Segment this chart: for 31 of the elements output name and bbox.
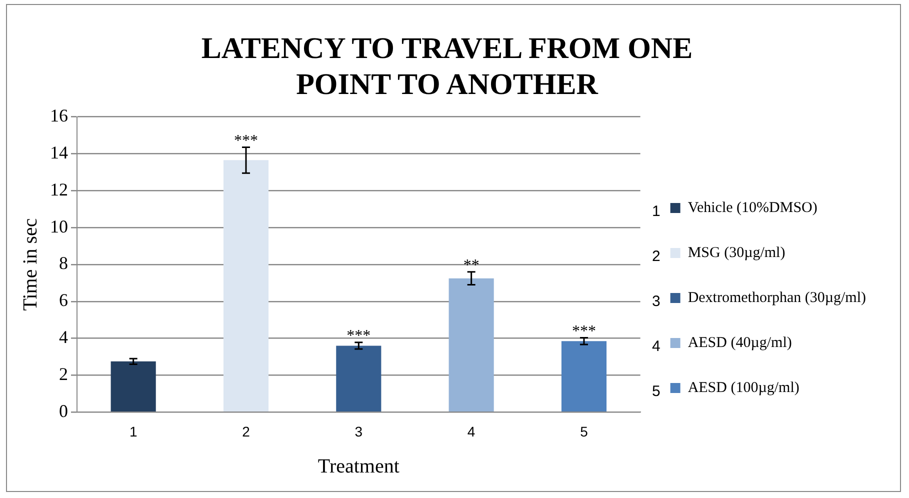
chart-title: LATENCY TO TRAVEL FROM ONE POINT TO ANOTHER <box>200 31 694 103</box>
legend-label: Vehicle (10%DMSO) <box>688 200 818 216</box>
x-tick-label: 4 <box>467 423 476 440</box>
y-tick-label: 4 <box>59 327 68 348</box>
y-tick-label: 8 <box>59 253 68 274</box>
x-tick-label: 1 <box>129 423 138 440</box>
x-tick-label: 2 <box>242 423 250 440</box>
text: 3 <box>652 293 660 310</box>
y-tick-label: 10 <box>50 216 68 236</box>
y-axis-title: Time in sec <box>19 218 42 311</box>
x-axis-title: Treatment <box>318 455 400 478</box>
annotation: ** <box>463 257 480 274</box>
text: 1 <box>652 203 660 220</box>
legend-label: AESD (40µg/ml) <box>688 334 792 351</box>
legend-label: Dextromethorphan (30µg/ml) <box>688 290 866 306</box>
y-tick-label: 14 <box>50 142 68 162</box>
text: 5 <box>652 383 660 400</box>
annotation: *** <box>346 328 371 345</box>
y-tick-label: 0 <box>59 400 68 421</box>
y-tick-label: 16 <box>50 106 68 126</box>
annotation: *** <box>234 132 258 150</box>
y-tick-label: 6 <box>59 290 68 310</box>
annotation: *** <box>572 323 596 340</box>
legend-label: MSG (30µg/ml) <box>688 244 786 261</box>
legend-label: AESD (100µg/ml) <box>688 380 800 396</box>
x-tick-label: 3 <box>354 423 363 440</box>
text: 2 <box>652 248 660 266</box>
text: 4 <box>652 338 660 356</box>
y-tick-label: 12 <box>50 179 68 200</box>
x-tick-label: 5 <box>580 423 588 440</box>
y-tick-label: 2 <box>59 364 68 384</box>
